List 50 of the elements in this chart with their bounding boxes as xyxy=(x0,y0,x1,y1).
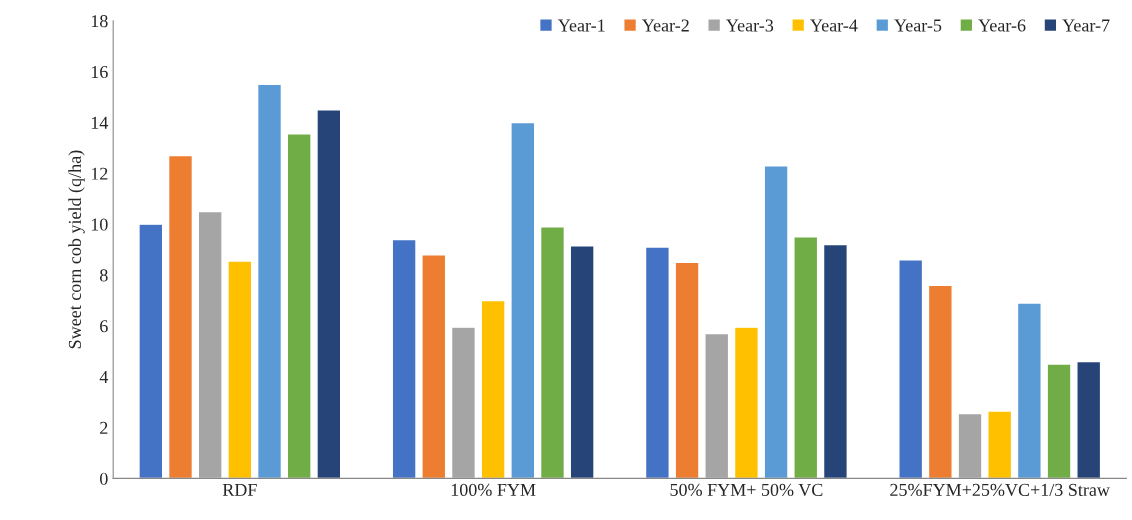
bar xyxy=(227,260,253,479)
y-axis-title: Sweet corn cob yield (q/ha) xyxy=(68,150,85,349)
bar xyxy=(733,326,759,479)
y-tick-label: 16 xyxy=(91,65,108,79)
y-tick-label: 0 xyxy=(100,472,108,485)
y-tick-label: 4 xyxy=(99,371,109,383)
bar xyxy=(644,246,670,479)
bar xyxy=(987,410,1013,479)
bar xyxy=(197,210,223,479)
bar xyxy=(927,284,953,479)
legend-label: Year-4 xyxy=(810,19,858,32)
bar xyxy=(957,412,983,479)
bar xyxy=(450,326,477,479)
bar xyxy=(480,299,506,479)
y-tick-label: 14 xyxy=(91,116,109,129)
bar xyxy=(510,121,536,479)
bar xyxy=(704,332,730,479)
bar xyxy=(793,236,819,479)
legend-label: Year-3 xyxy=(726,19,774,32)
bar xyxy=(286,133,312,479)
legend-label: Year-2 xyxy=(642,19,689,32)
bar xyxy=(391,238,417,479)
y-tick-label: 10 xyxy=(91,218,108,231)
bar xyxy=(539,226,566,479)
bar xyxy=(763,165,789,479)
bar xyxy=(1016,302,1042,479)
y-tick-label: 18 xyxy=(91,15,108,28)
y-tick-label: 2 xyxy=(100,421,108,434)
x-tick-label: 100% FYM xyxy=(451,483,536,497)
bar xyxy=(256,83,283,479)
legend-label: Year-1 xyxy=(557,19,605,32)
x-tick-label: 25%FYM+25%VC+1/3 Straw xyxy=(890,483,1110,497)
y-tick-label: 6 xyxy=(100,320,108,333)
bar xyxy=(1076,360,1102,479)
legend-label: Year-7 xyxy=(1062,19,1110,32)
bar xyxy=(421,253,447,479)
bar xyxy=(316,109,342,479)
bar xyxy=(569,245,595,479)
y-tick-label: 12 xyxy=(91,167,108,180)
x-tick-label: RDF xyxy=(222,483,257,496)
legend-label: Year-6 xyxy=(978,19,1026,32)
legend-label: Year-5 xyxy=(894,19,942,32)
bar xyxy=(674,261,700,479)
bar xyxy=(167,154,194,479)
x-tick-label: 50% FYM+ 50% VC xyxy=(670,483,823,497)
bar xyxy=(822,243,848,479)
bar xyxy=(1046,363,1072,479)
bar xyxy=(898,259,924,479)
bar xyxy=(138,223,164,479)
y-tick-label: 8 xyxy=(100,269,108,282)
